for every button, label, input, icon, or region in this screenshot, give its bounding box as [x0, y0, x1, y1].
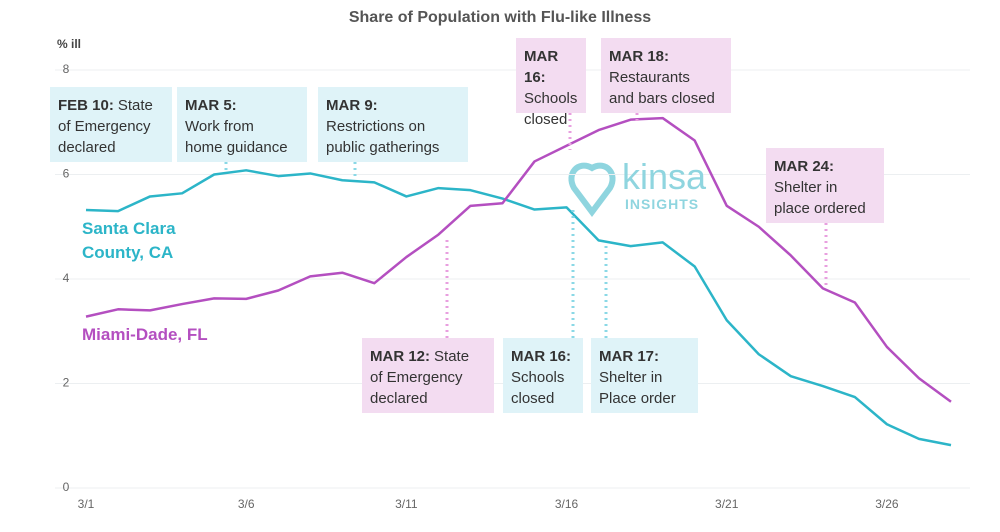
annotation-text: declared: [58, 139, 116, 156]
annotation-line: MAR 24:: [774, 156, 876, 177]
annotation-line: Work from: [185, 116, 299, 137]
annotation-text: of Emergency: [58, 118, 151, 135]
annotation-line: MAR 17:: [599, 346, 690, 367]
annotation: MAR 24: Shelter in place ordered: [766, 148, 884, 223]
x-tick-label: 3/21: [715, 497, 739, 511]
annotation-text: closed: [524, 111, 568, 128]
logo: [568, 162, 616, 217]
y-tick-label: 4: [63, 271, 70, 285]
annotation-line: closed: [524, 109, 578, 130]
annotation-line: Schools: [511, 367, 575, 388]
leaders-teal: [224, 162, 608, 338]
annotation-line: of Emergency: [58, 116, 164, 137]
y-tick-label: 8: [63, 62, 70, 76]
logo-icon: [568, 162, 616, 217]
annotation-text: of Emergency: [370, 369, 463, 386]
annotation-line: and bars closed: [609, 88, 723, 109]
y-axis-label: % ill: [57, 37, 81, 51]
annotation: MAR 18: Restaurants and bars closed: [601, 38, 731, 113]
annotation-date: MAR 17:: [599, 348, 660, 365]
x-tick-label: 3/1: [78, 497, 95, 511]
annotation-line: MAR 16:: [524, 46, 578, 88]
annotation-text: Shelter in: [599, 369, 663, 386]
annotation-text: Work from: [185, 118, 254, 135]
annotation-line: declared: [370, 388, 486, 409]
annotation-line: home guidance: [185, 137, 299, 158]
annotation: MAR 16: Schools closed: [503, 338, 583, 413]
annotation-date: MAR 5:: [185, 97, 237, 114]
annotation-line: public gatherings: [326, 137, 460, 158]
annotation-line: Restrictions on: [326, 116, 460, 137]
leaders: [445, 113, 828, 338]
annotation-text: Restrictions on: [326, 118, 426, 135]
annotation-text: Schools: [511, 369, 565, 386]
annotation: MAR 17: Shelter in Place order: [591, 338, 698, 413]
annotation-text: closed: [511, 390, 555, 407]
annotation-line: Shelter in: [599, 367, 690, 388]
annotation: MAR 9: Restrictions on public gatherings: [318, 87, 468, 162]
axes: 0 2 4 6 8 3/1 3/6 3/11 3/16 3/21 3/26: [55, 62, 970, 511]
series-line: [85, 169, 952, 447]
series-line: [85, 116, 952, 403]
annotation-text: Schools: [524, 90, 578, 107]
annotation-date: MAR 18:: [609, 48, 670, 65]
x-tick-label: 3/11: [395, 497, 418, 511]
annotation-line: MAR 5:: [185, 95, 299, 116]
annotation-date: MAR 24:: [774, 158, 835, 175]
x-tick-label: 3/26: [875, 497, 899, 511]
annotation-date: MAR 16:: [511, 348, 572, 365]
y-tick-label: 6: [63, 167, 70, 181]
annotation-date: MAR 9:: [326, 97, 378, 114]
annotation-line: MAR 12: State: [370, 346, 486, 367]
annotation-line: Restaurants: [609, 67, 723, 88]
series-label: Santa Clara County, CA: [82, 219, 176, 262]
annotation-line: MAR 16:: [511, 346, 575, 367]
annotation: MAR 12: State of Emergency declared: [362, 338, 494, 413]
annotation-text: State: [117, 97, 153, 114]
annotation-text: Restaurants: [609, 69, 690, 86]
x-tick-label: 3/6: [238, 497, 255, 511]
annotation-text: declared: [370, 390, 428, 407]
annotation-line: MAR 9:: [326, 95, 460, 116]
annotation-line: Schools: [524, 88, 578, 109]
y-tick-label: 0: [63, 480, 70, 494]
annotation-text: and bars closed: [609, 90, 715, 107]
watermark-word: kinsa: [622, 156, 707, 197]
annotation: MAR 16: Schools closed: [516, 38, 586, 128]
annotation-line: Place order: [599, 388, 690, 409]
annotation-date: FEB 10:: [58, 97, 114, 114]
annotation: FEB 10: State of Emergency declared: [50, 87, 172, 162]
annotation-date: MAR 12:: [370, 348, 431, 365]
series-label: Miami-Dade, FL: [82, 325, 208, 344]
annotation: MAR 5: Work from home guidance: [177, 87, 307, 162]
annotation-line: closed: [511, 388, 575, 409]
annotation-text: Shelter in: [774, 179, 838, 196]
annotation-line: declared: [58, 137, 164, 158]
annotation-date: MAR 16:: [524, 48, 559, 86]
annotation-text: home guidance: [185, 139, 288, 156]
annotation-text: public gatherings: [326, 139, 440, 156]
x-tick-label: 3/16: [555, 497, 579, 511]
annotation-line: MAR 18:: [609, 46, 723, 67]
annotation-text: place ordered: [774, 200, 866, 217]
annotation-text: State: [434, 348, 470, 365]
annotation-line: FEB 10: State: [58, 95, 164, 116]
y-tick-label: 2: [63, 376, 70, 390]
watermark-sub: INSIGHTS: [625, 196, 700, 212]
annotation-text: Place order: [599, 390, 676, 407]
annotation-line: Shelter in: [774, 177, 876, 198]
annotation-line: place ordered: [774, 198, 876, 219]
annotation-line: of Emergency: [370, 367, 486, 388]
chart-title: Share of Population with Flu-like Illnes…: [349, 9, 651, 26]
